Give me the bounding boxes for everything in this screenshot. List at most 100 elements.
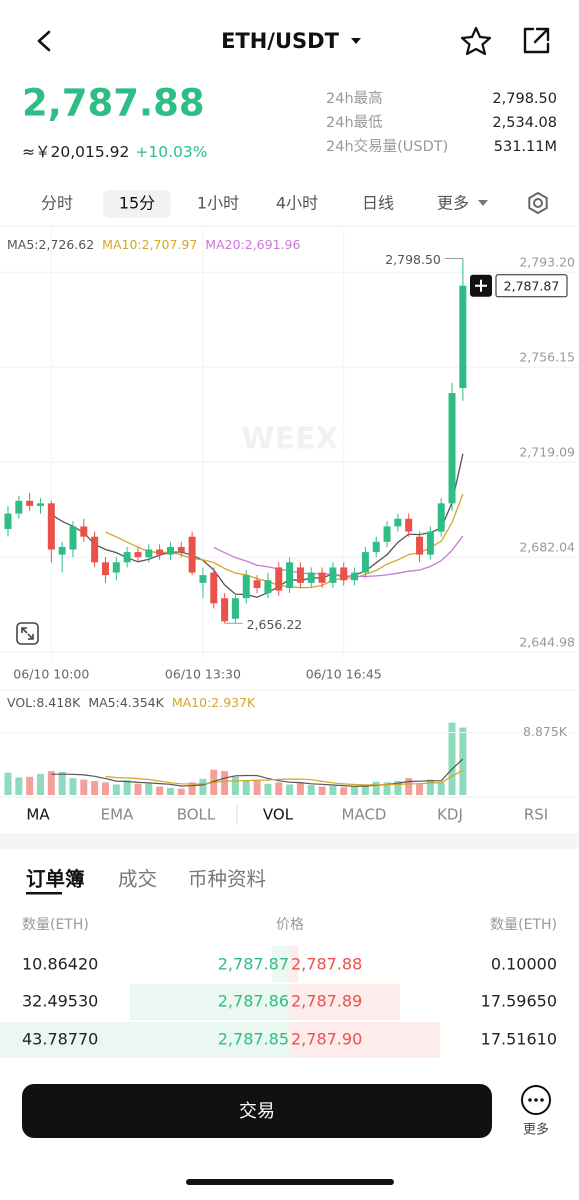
more-dropdown[interactable] xyxy=(478,200,488,206)
volume-bar xyxy=(426,779,434,795)
volume-bar xyxy=(416,783,424,795)
volume-bar xyxy=(383,782,391,795)
candle-body xyxy=(36,503,44,506)
indicator-tab[interactable]: BOLL xyxy=(177,806,216,824)
candle-body xyxy=(416,536,424,555)
indicator-tab[interactable]: EMA xyxy=(101,806,134,824)
ma-legend: MA5:2,726.62 MA10:2,707.97 MA20:2,691.96 xyxy=(7,237,300,252)
section-gap xyxy=(0,833,579,849)
bid-qty: 10.86420 xyxy=(22,955,98,974)
candle-body xyxy=(383,526,391,542)
indicator-tab[interactable]: KDJ xyxy=(437,806,463,824)
bid-qty: 43.78770 xyxy=(22,1030,98,1049)
last-price-box xyxy=(495,274,568,298)
candle-body xyxy=(101,562,109,576)
volume-bar xyxy=(405,778,413,795)
stat-value: 2,534.08 xyxy=(492,115,557,131)
interval-tab[interactable]: 15分 xyxy=(119,194,155,213)
back-button[interactable] xyxy=(37,30,51,52)
plus-icon xyxy=(475,279,487,292)
candle-body xyxy=(437,503,445,532)
candle-chart: 2,644.98 2,682.04 2,719.09 2,756.15 2,793.20… xyxy=(0,228,579,795)
book-header: 价格 xyxy=(276,917,304,933)
ask-qty: 17.59650 xyxy=(481,992,557,1011)
candle-body xyxy=(112,562,120,573)
interval-tab[interactable]: 更多 xyxy=(437,194,469,213)
volume-bar xyxy=(177,788,185,795)
volume-bar xyxy=(307,785,315,795)
interval-tab[interactable]: 4小时 xyxy=(276,194,318,213)
candle-body xyxy=(253,580,261,588)
y-tick-label: 8.875K xyxy=(523,724,568,739)
indicator-tab[interactable]: VOL xyxy=(263,806,294,824)
trade-button-label: 交易 xyxy=(239,1101,275,1122)
candle-body xyxy=(264,580,272,594)
y-tick-label: 2,682.04 xyxy=(519,540,575,555)
stat-value: 531.11M xyxy=(494,139,557,155)
ask-price: 2,787.88 xyxy=(291,955,362,974)
fiat-value: ≈￥20,015.92 xyxy=(22,143,129,161)
interval-tab[interactable]: 日线 xyxy=(362,194,394,213)
fullscreen-button[interactable] xyxy=(16,622,39,645)
share-button[interactable] xyxy=(523,27,550,54)
volume-bar xyxy=(134,783,142,795)
watermark: WEEX xyxy=(241,422,338,457)
x-tick-label: 06/10 16:45 xyxy=(306,667,382,682)
low-label: 2,656.22 xyxy=(247,617,303,632)
ask-price: 2,787.90 xyxy=(291,1030,362,1049)
x-tick-label: 06/10 13:30 xyxy=(165,667,241,682)
candle-body xyxy=(372,541,380,553)
candle-body xyxy=(221,598,229,622)
candle-body xyxy=(459,285,467,388)
volume-bar xyxy=(286,784,294,795)
book-tab[interactable]: 成交 xyxy=(118,868,157,891)
settings-button[interactable] xyxy=(528,192,548,214)
volume-bar xyxy=(221,771,229,795)
candle-body xyxy=(26,500,34,506)
ma10-label: MA10:2,707.97 xyxy=(102,237,197,252)
x-tick-label: 06/10 10:00 xyxy=(13,667,89,682)
candle-body xyxy=(361,552,369,573)
pair-dropdown[interactable] xyxy=(351,38,361,44)
ask-depth xyxy=(290,1022,440,1058)
candle-body xyxy=(329,567,337,583)
book-header: 数量(ETH) xyxy=(22,917,89,933)
ask-qty: 17.51610 xyxy=(481,1030,557,1049)
home-indicator xyxy=(186,1179,394,1185)
volume-bar xyxy=(101,782,109,795)
trade-button[interactable] xyxy=(22,1084,492,1138)
interval-tab[interactable]: 分时 xyxy=(41,194,73,213)
volume-bar xyxy=(145,783,153,795)
volume-bar xyxy=(372,781,380,795)
interval-tab[interactable]: 1小时 xyxy=(197,194,239,213)
pair-title[interactable]: ETH/USDT xyxy=(221,29,340,53)
favorite-button[interactable] xyxy=(460,26,492,56)
book-tab[interactable]: 订单簿 xyxy=(26,868,85,891)
ma-line xyxy=(213,535,464,578)
candle-body xyxy=(145,549,153,558)
fullscreen-frame xyxy=(16,622,39,645)
volume-bar xyxy=(156,786,164,795)
bid-price: 2,787.86 xyxy=(218,992,289,1011)
candle-body xyxy=(231,598,239,619)
candle-body xyxy=(123,552,131,563)
book-tab[interactable]: 币种资料 xyxy=(188,868,266,891)
change-percent: +10.03% xyxy=(135,143,207,161)
indicator-tab[interactable]: MA xyxy=(26,806,50,824)
candle-body xyxy=(318,572,326,583)
more-button[interactable]: 更多 xyxy=(521,1085,551,1138)
bid-depth xyxy=(0,1022,290,1058)
volume-bar xyxy=(329,785,337,795)
vol-ma10-label: MA10:2.937K xyxy=(172,695,256,710)
indicator-tab[interactable]: RSI xyxy=(524,806,548,824)
y-tick-label: 2,719.09 xyxy=(519,445,575,460)
indicator-tab[interactable]: MACD xyxy=(342,806,387,824)
book-header: 数量(ETH) xyxy=(490,917,557,933)
volume-bar xyxy=(26,776,34,795)
candle-body xyxy=(199,575,207,583)
candle-body xyxy=(166,546,174,555)
candle-body xyxy=(91,536,99,563)
volume-bar xyxy=(4,772,12,795)
active-interval-bg xyxy=(103,190,171,218)
